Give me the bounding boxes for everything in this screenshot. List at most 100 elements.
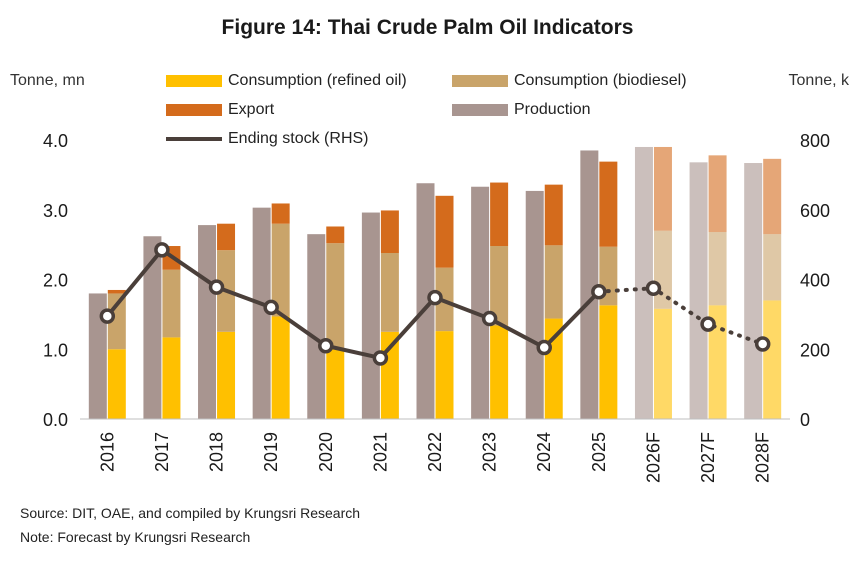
bar-consumption-refined: [490, 325, 509, 419]
point-ending-stock: [154, 242, 170, 258]
x-tick-label: 2025: [589, 432, 609, 472]
bar-export: [326, 226, 345, 244]
bar-export: [271, 203, 290, 224]
bar-consumption-refined: [435, 331, 454, 419]
bar-consumption-biodiesel: [380, 252, 399, 332]
bar-production: [744, 163, 763, 419]
x-tick-label: 2026F: [643, 432, 663, 483]
y-left-tick-label: 2.0: [43, 271, 68, 291]
legend-label-production: Production: [514, 101, 591, 118]
bar-production: [143, 236, 162, 419]
x-tick-label: 2022: [425, 432, 445, 472]
bar-consumption-refined: [653, 308, 672, 419]
bar-production: [198, 225, 217, 419]
point-ending-stock: [99, 308, 116, 324]
bar-consumption-refined: [162, 337, 181, 419]
legend-label-consumption-refined: Consumption (refined oil): [228, 72, 407, 89]
legend-swatch-consumption-refined: [166, 75, 222, 87]
x-tick-label: 2027F: [698, 432, 718, 483]
x-tick-label: 2017: [152, 432, 172, 472]
y-right-tick-label: 800: [800, 131, 830, 151]
bar-consumption-biodiesel: [162, 269, 181, 338]
bar-consumption-biodiesel: [544, 245, 563, 319]
legend-export: Export: [166, 101, 274, 119]
x-tick-label: 2021: [370, 432, 390, 472]
bar-consumption-biodiesel: [326, 243, 345, 349]
bar-export: [544, 184, 563, 246]
bar-export: [490, 182, 509, 247]
y-left-tick-label: 0.0: [43, 410, 68, 430]
bar-consumption-biodiesel: [763, 234, 782, 301]
line-ending-stock-forecast: [596, 286, 765, 347]
legend-swatch-export: [166, 104, 222, 116]
y-left-tick-label: 1.0: [43, 340, 68, 360]
bar-export: [380, 210, 399, 253]
bar-export: [763, 158, 782, 235]
left-axis-unit: Tonne, mn: [10, 72, 85, 89]
forecast-note: Note: Forecast by Krungsri Research: [20, 529, 251, 545]
x-tick-label: 2018: [207, 432, 227, 472]
y-right-tick-label: 200: [800, 340, 830, 360]
bar-production: [580, 150, 599, 419]
point-ending-stock: [536, 339, 552, 356]
bar-consumption-refined: [763, 300, 782, 419]
x-tick-label: 2016: [97, 432, 117, 472]
bar-production: [416, 183, 435, 419]
x-tick-label: 2024: [534, 432, 554, 472]
bar-export: [217, 223, 236, 251]
bar-consumption-refined: [326, 348, 345, 419]
bar-export: [107, 289, 126, 294]
bar-consumption-biodiesel: [708, 232, 727, 306]
bar-consumption-refined: [107, 349, 126, 419]
bar-export: [653, 146, 672, 231]
legend-label-ending-stock: Ending stock (RHS): [228, 130, 369, 147]
bar-production: [634, 146, 653, 419]
y-left-tick-label: 4.0: [43, 131, 68, 151]
legend-swatch-consumption-biodiesel: [452, 75, 508, 87]
x-tick-label: 2020: [316, 432, 336, 472]
x-tick-label: 2019: [261, 432, 281, 472]
bar-production: [88, 293, 107, 419]
point-ending-stock: [372, 350, 389, 366]
point-ending-stock: [427, 289, 443, 306]
bar-consumption-biodiesel: [271, 223, 290, 317]
point-ending-stock: [754, 336, 771, 352]
bar-production: [361, 212, 380, 419]
bar-production: [525, 190, 544, 419]
legend-production: Production: [452, 101, 591, 119]
point-ending-stock: [263, 299, 279, 316]
legend-label-consumption-biodiesel: Consumption (biodiesel): [514, 72, 687, 89]
y-right-tick-label: 400: [800, 271, 830, 291]
chart-title: Figure 14: Thai Crude Palm Oil Indicator…: [221, 16, 634, 39]
bar-production: [252, 207, 271, 419]
point-ending-stock: [591, 283, 607, 300]
x-tick-label: 2028F: [753, 432, 773, 483]
bar-export: [599, 161, 618, 247]
right-axis-unit: Tonne, k: [788, 72, 849, 89]
bar-consumption-refined: [708, 305, 727, 419]
bar-export: [435, 195, 454, 268]
legend-swatch-production: [452, 104, 508, 116]
point-ending-stock: [645, 280, 662, 296]
y-left-tick-label: 3.0: [43, 201, 68, 221]
point-ending-stock: [481, 310, 498, 327]
point-ending-stock: [208, 279, 225, 295]
legend-swatch-ending-stock: [166, 137, 222, 141]
legend-consumption-refined: Consumption (refined oil): [166, 72, 407, 90]
source-note: Source: DIT, OAE, and compiled by Krungs…: [20, 505, 361, 521]
line-ending-stock: [105, 247, 601, 360]
legend-consumption-biodiesel: Consumption (biodiesel): [452, 72, 687, 90]
legend-label-export: Export: [228, 101, 275, 118]
bar-production: [307, 234, 326, 419]
bar-consumption-refined: [599, 305, 618, 419]
bar-consumption-refined: [217, 331, 236, 419]
legend-ending-stock: Ending stock (RHS): [166, 130, 369, 148]
bar-consumption-refined: [271, 316, 290, 419]
bar-production: [471, 186, 490, 419]
bar-export: [708, 155, 727, 233]
x-tick-label: 2023: [480, 432, 500, 472]
point-ending-stock: [318, 338, 334, 354]
point-ending-stock: [700, 316, 716, 332]
bar-consumption-biodiesel: [490, 246, 509, 326]
